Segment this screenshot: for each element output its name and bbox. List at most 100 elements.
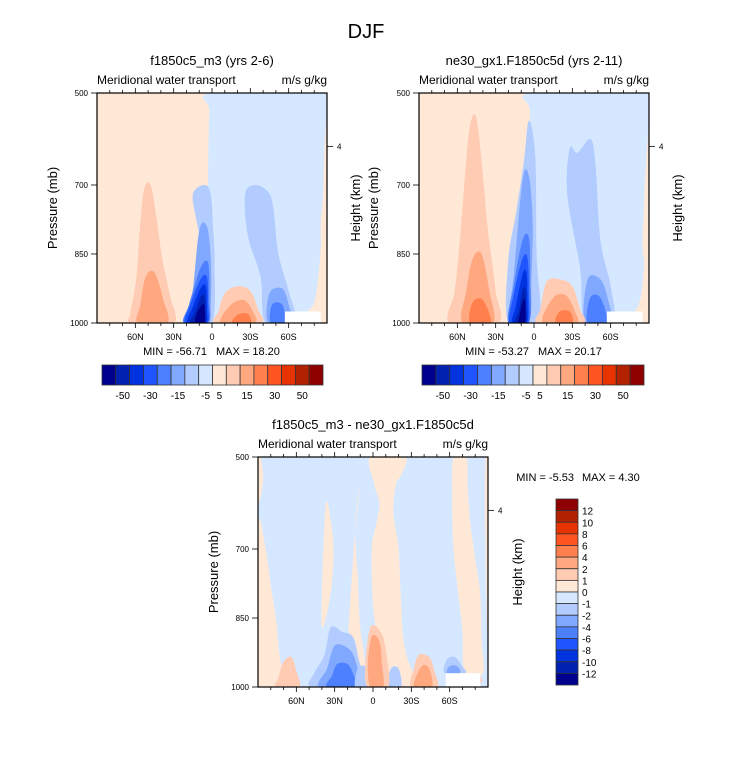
y-tick-label: 700 [75, 181, 89, 190]
contour-region [325, 662, 358, 687]
colorbar-box [555, 614, 579, 628]
y-axis-label: Pressure (mb) [206, 531, 221, 613]
colorbar-label: -12 [582, 669, 597, 680]
y2-axis-label: Height (km) [510, 538, 525, 605]
left-label: Meridional water transport [258, 437, 397, 451]
colorbar-label: 30 [590, 391, 602, 402]
x-tick-label: 60S [603, 332, 619, 342]
colorbar-box [463, 364, 478, 386]
y-tick-label: 850 [397, 250, 411, 259]
min-label: MIN = -5.53 [516, 472, 574, 484]
missing-data-region [284, 311, 321, 323]
colorbar-label: 5 [217, 391, 223, 402]
colorbar-box [555, 521, 579, 535]
colorbar-label: 2 [582, 565, 588, 576]
colorbar-label: 30 [269, 391, 281, 402]
units-label: m/s g/kg [604, 73, 649, 87]
min-label: MIN = -56.71 [143, 346, 207, 358]
colorbar-box [129, 364, 144, 386]
contour-region [413, 664, 433, 687]
x-tick-label: 60S [281, 332, 297, 342]
contour-region [555, 310, 574, 323]
x-tick-label: 60S [442, 696, 458, 706]
colorbar-box [555, 672, 579, 686]
colorbar-box [504, 364, 520, 386]
colorbar-label: 0 [582, 588, 588, 599]
contour-region [367, 634, 384, 687]
colorbar-box [518, 364, 534, 386]
colorbar-box [143, 364, 158, 386]
colorbar-label: -15 [491, 391, 506, 402]
colorbar-box [555, 579, 579, 593]
panel-f1850c5-m3: f1850c5_m3 (yrs 2-6) Meridional water tr… [45, 53, 363, 402]
colorbar-box [555, 533, 579, 546]
colorbar-label: 10 [582, 518, 594, 529]
colorbar-label: -5 [201, 391, 210, 402]
colorbar-box [184, 364, 200, 386]
colorbar-box [449, 364, 465, 386]
colorbar-box [555, 661, 579, 674]
y2-tick-label: 4 [498, 506, 503, 515]
contour-region [446, 665, 461, 675]
y2-axis-label: Height (km) [348, 174, 363, 241]
colorbar-label: -8 [582, 646, 591, 657]
colorbar-label: -15 [171, 391, 186, 402]
min-label: MIN = -53.27 [465, 346, 529, 358]
x-tick-label: 60N [127, 332, 144, 342]
contour-region [485, 457, 488, 643]
y-tick-label: 500 [397, 89, 411, 98]
contour-region [302, 184, 327, 323]
figure-title: DJF [348, 21, 385, 43]
contour-fills [258, 457, 488, 687]
colorbar-box [421, 364, 437, 386]
colorbar-label: -4 [582, 623, 591, 634]
panel-title: f1850c5_m3 (yrs 2-6) [150, 53, 274, 68]
contour-region [518, 298, 526, 323]
colorbar: -50 -30 -15 -5 5 15 30 50 [421, 364, 645, 402]
contour-region [586, 294, 608, 323]
contour-region [387, 666, 402, 687]
colorbar-label: 8 [582, 530, 588, 541]
colorbar-box [555, 498, 579, 512]
x-tick-label: 60N [288, 696, 305, 706]
x-tick-label: 60N [449, 332, 466, 342]
colorbar-box [555, 568, 579, 581]
colorbar-label: 4 [582, 553, 588, 564]
x-tick-label: 0 [370, 696, 375, 706]
contour-fills [419, 93, 649, 323]
colorbar-box [435, 364, 451, 386]
colorbar-label: 50 [297, 391, 309, 402]
contour-plot: 60N 30N 0 30S 60S 500 700 850 1000 4 [392, 88, 664, 342]
colorbar-box [267, 364, 282, 386]
colorbar-box [615, 364, 631, 386]
y-tick-label: 850 [75, 250, 89, 259]
x-tick-label: 30S [242, 332, 258, 342]
colorbar-box [281, 364, 296, 386]
contour-region [274, 656, 301, 687]
x-tick-label: 30S [403, 696, 419, 706]
units-label: m/s g/kg [443, 437, 488, 451]
colorbar-label: -30 [463, 391, 478, 402]
contour-region [136, 270, 169, 323]
colorbar-label: -6 [582, 635, 591, 646]
contour-region [566, 138, 615, 323]
contour-region [231, 313, 252, 323]
y-tick-label: 1000 [231, 683, 249, 692]
contour-region [258, 518, 292, 687]
panel-ne30-gx1: ne30_gx1.F1850c5d (yrs 2-11) Meridional … [366, 53, 685, 402]
colorbar-box [294, 364, 310, 386]
colorbar-box [555, 510, 579, 523]
colorbar-label: 6 [582, 542, 588, 553]
max-label: MAX = 4.30 [582, 472, 640, 484]
y-tick-label: 500 [236, 453, 250, 462]
x-tick-label: 30N [326, 696, 343, 706]
colorbar-box [490, 364, 506, 386]
max-label: MAX = 18.20 [216, 346, 280, 358]
contour-region [269, 302, 286, 323]
contour-region [368, 457, 439, 687]
contour-region [354, 665, 368, 687]
colorbar-box [555, 638, 579, 651]
colorbar-box [560, 364, 576, 386]
y-tick-label: 700 [397, 181, 411, 190]
